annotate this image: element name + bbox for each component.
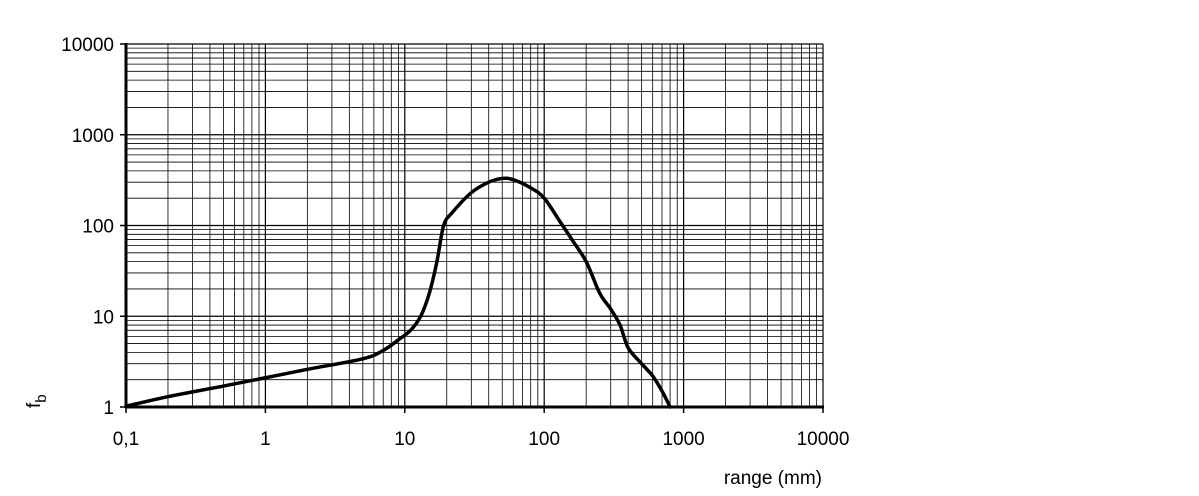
y-tick-label: 10000 — [61, 35, 114, 56]
series-line-f_b — [124, 176, 672, 409]
y-tick-label: 1000 — [72, 126, 114, 147]
x-tick-label: 0,1 — [113, 429, 139, 450]
series-layer — [124, 176, 672, 409]
axes — [120, 43, 824, 413]
x-tick-label: 10 — [394, 429, 415, 450]
grid — [125, 43, 824, 408]
x-axis-label: range (mm) — [724, 468, 822, 489]
y-tick-labels: 1 10 100 1000 10000 — [61, 35, 114, 419]
x-tick-labels: 0,1 1 10 100 1000 10000 — [113, 429, 850, 450]
x-tick-label: 1 — [260, 429, 271, 450]
y-tick-label: 10 — [93, 307, 114, 328]
y-tick-label: 1 — [103, 398, 114, 419]
x-tick-label: 1000 — [662, 429, 704, 450]
y-tick-label: 100 — [82, 217, 114, 238]
x-tick-label: 10000 — [797, 429, 850, 450]
y-axis-label-subscript: b — [33, 394, 50, 402]
y-axis-label: fb — [24, 394, 50, 408]
x-tick-label: 100 — [528, 429, 560, 450]
y-axis-label-main: f — [24, 402, 45, 408]
